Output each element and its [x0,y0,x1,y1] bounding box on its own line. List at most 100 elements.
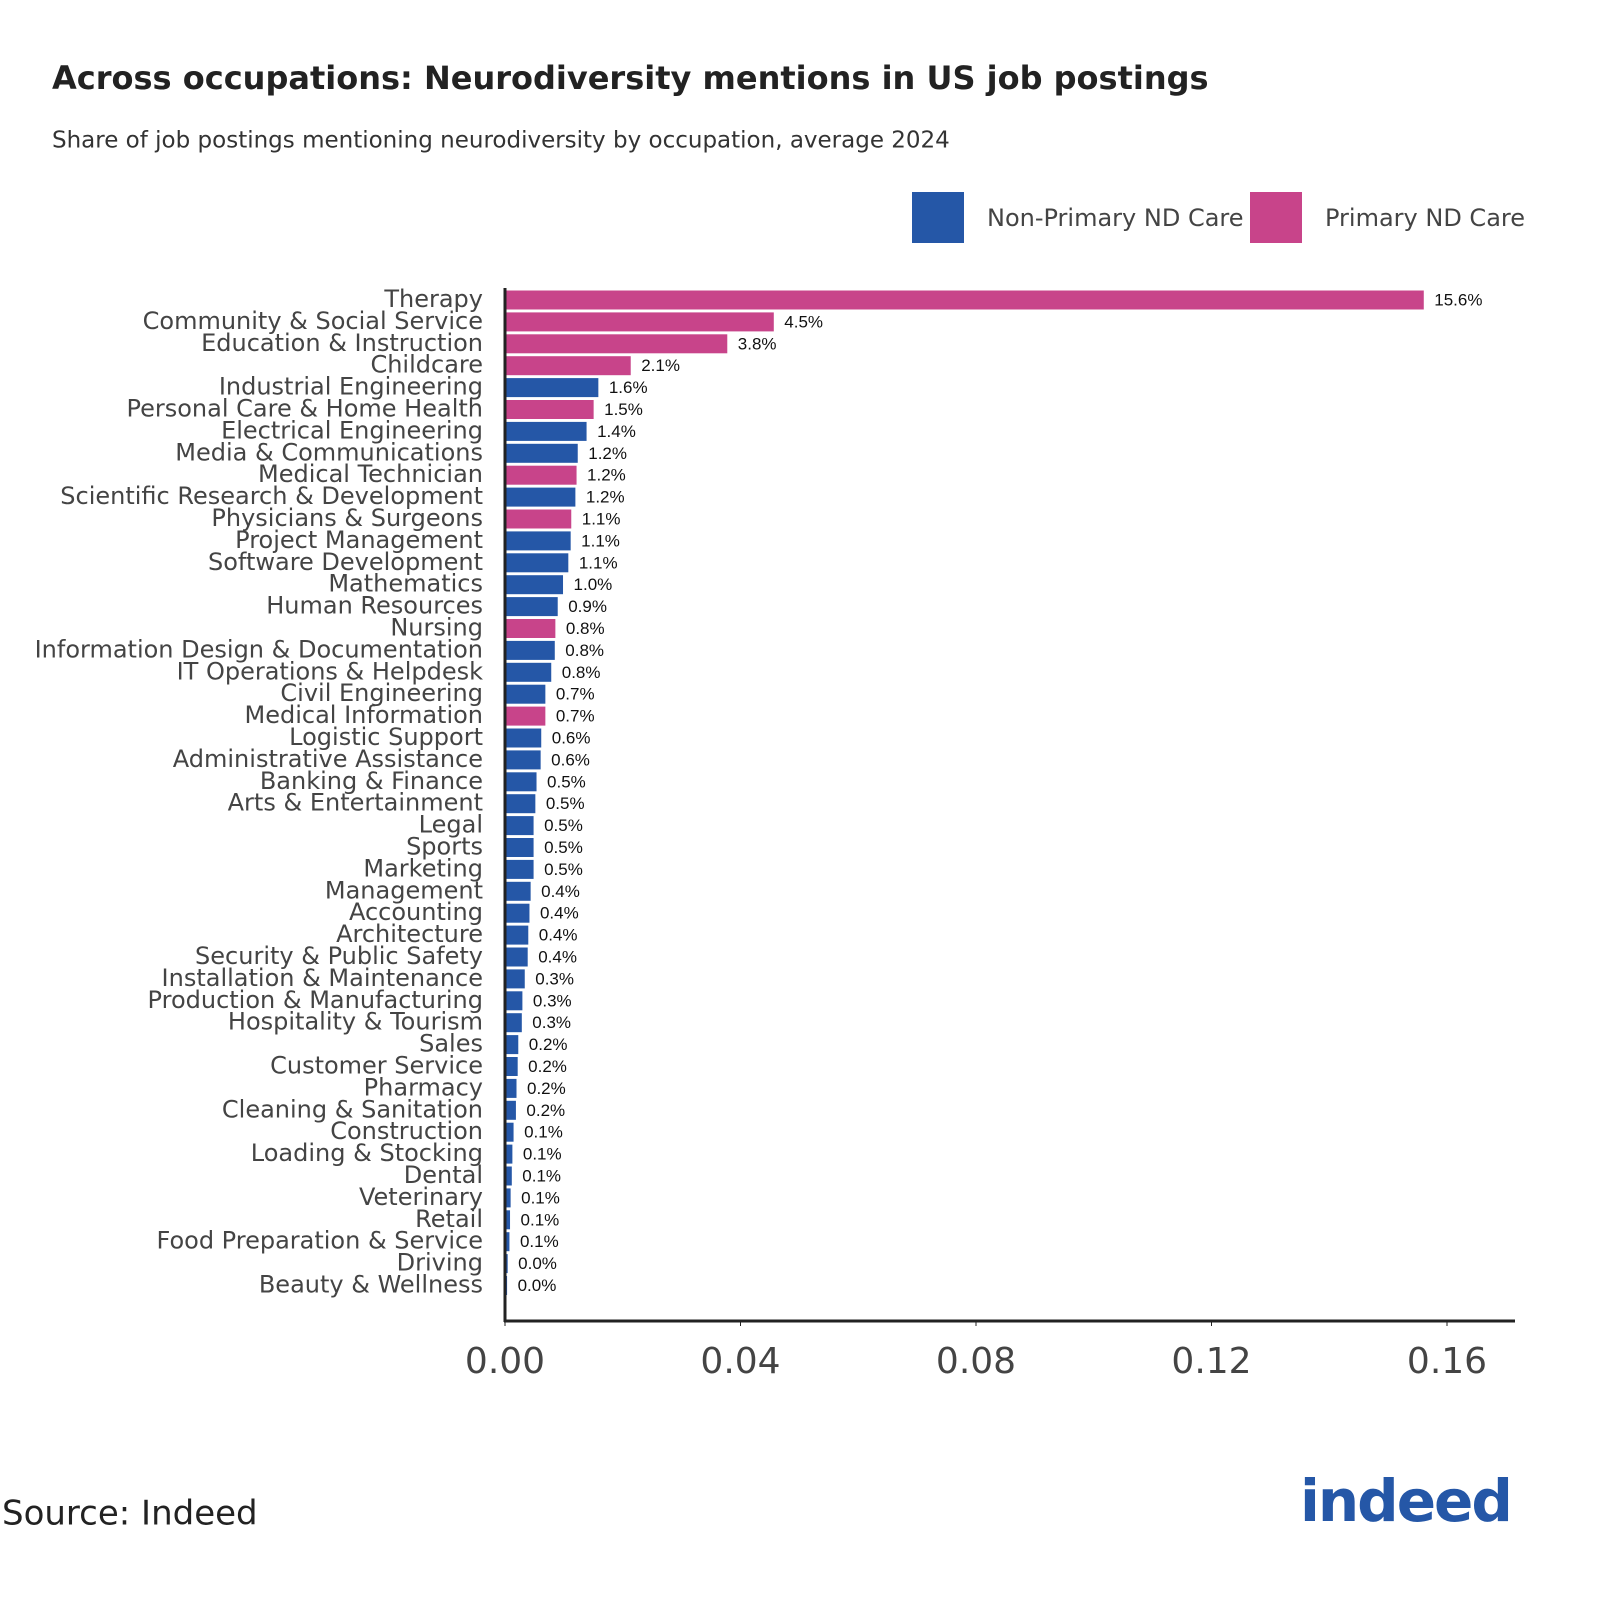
category-label: Banking & Finance [260,767,483,795]
category-label: Cleaning & Sanitation [222,1095,483,1123]
bar [506,1232,510,1252]
x-tick-label: 0.04 [700,1341,780,1382]
bar [506,684,546,704]
bar [506,531,571,551]
bar [506,553,569,573]
bar [506,1144,513,1164]
bar [506,575,564,595]
category-label: Electrical Engineering [221,416,483,444]
data-label: 0.4% [540,904,579,923]
bar [506,1078,517,1098]
bar [506,290,1424,310]
category-label: Architecture [336,920,483,948]
bar [506,465,577,485]
data-label: 0.3% [532,1013,571,1032]
data-label: 1.4% [597,422,636,441]
category-label: Logistic Support [289,723,483,751]
x-tick-label: 0.16 [1407,1341,1487,1382]
bar [506,1254,508,1274]
bar [506,947,528,967]
category-label: Community & Social Service [143,307,483,335]
bar [506,706,546,726]
data-label: 1.2% [586,488,625,507]
data-label: 0.1% [520,1232,559,1251]
bar [506,838,534,857]
category-label: Software Development [208,548,483,576]
data-label: 0.4% [541,882,580,901]
bar [506,1035,519,1055]
data-label: 0.2% [528,1057,567,1076]
category-label: Education & Instruction [201,329,483,357]
data-label: 1.6% [609,378,648,397]
bar [506,903,530,923]
bar [506,750,541,770]
data-label: 1.1% [579,553,618,572]
category-label: Installation & Maintenance [162,964,483,992]
category-label: Customer Service [270,1052,483,1080]
data-label: 1.5% [604,400,643,419]
data-label: 0.2% [529,1035,568,1054]
data-label: 1.2% [587,466,626,485]
bar [506,794,536,814]
data-label: 0.5% [547,772,586,791]
category-label: Veterinary [359,1183,483,1211]
category-label: Legal [419,811,483,839]
category-label: Pharmacy [364,1073,483,1101]
bar [506,991,523,1011]
data-label: 0.3% [533,991,572,1010]
category-label: Industrial Engineering [219,373,483,401]
bar [506,969,525,989]
bar [506,509,572,529]
data-label: 0.4% [538,947,577,966]
bar [506,1188,511,1208]
data-label: 2.1% [641,356,680,375]
data-label: 1.0% [574,575,613,594]
data-label: 1.2% [588,444,627,463]
data-label: 0.8% [562,663,601,682]
bar [506,421,587,441]
category-label: Construction [330,1117,483,1145]
category-label: Personal Care & Home Health [126,395,483,423]
category-label: Hospitality & Tourism [228,1008,483,1036]
data-label: 0.1% [522,1166,561,1185]
data-label: 0.4% [539,926,578,945]
x-tick-label: 0.08 [936,1341,1016,1382]
bar [506,662,552,682]
bar [506,772,537,792]
data-label: 0.6% [552,728,591,747]
bar [506,881,531,901]
category-label: Production & Manufacturing [148,986,483,1014]
data-label: 4.5% [784,312,823,331]
category-label: Medical Technician [258,460,483,488]
bar [506,356,631,376]
data-label: 0.2% [527,1079,566,1098]
data-label: 3.8% [738,334,777,353]
category-label: Driving [397,1249,483,1277]
data-label: 0.1% [521,1210,560,1229]
bar [506,334,728,354]
bar [506,1057,518,1076]
bar [506,859,534,879]
category-label: Arts & Entertainment [228,789,483,817]
bar [506,1276,508,1295]
data-label: 0.7% [556,707,595,726]
logo: indeed [1300,1467,1511,1535]
bar [506,487,576,507]
data-label: 0.8% [566,619,605,638]
legend-label: Non-Primary ND Care [987,204,1244,232]
data-label: 0.1% [523,1145,562,1164]
category-label: Physicians & Surgeons [211,504,483,532]
legend-swatch [1250,192,1302,243]
data-label: 0.5% [544,860,583,879]
bar [506,1210,511,1230]
data-label: 0.2% [526,1101,565,1120]
category-label: Administrative Assistance [173,745,483,773]
bar [506,1013,522,1033]
bar [506,378,599,398]
bar [506,925,529,945]
bar [506,619,556,638]
legend-label: Primary ND Care [1325,204,1525,232]
data-label: 0.1% [521,1188,560,1207]
category-label: Media & Communications [175,438,483,466]
data-label: 0.6% [551,750,590,769]
